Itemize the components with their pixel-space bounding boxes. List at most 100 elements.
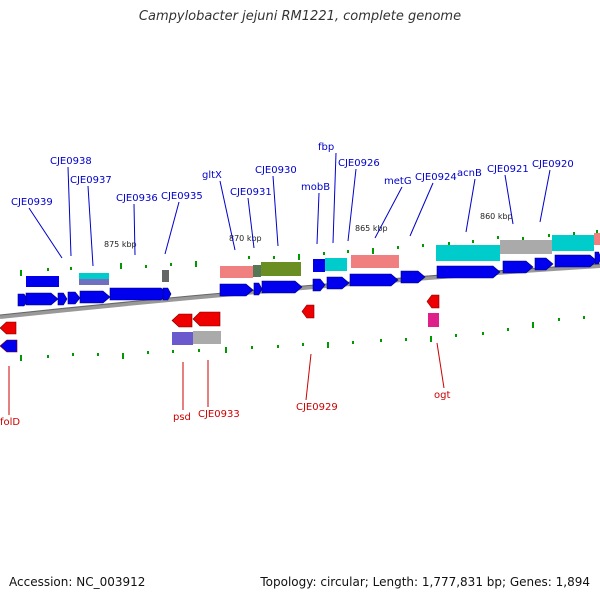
forward-cds [436,265,501,279]
gc-tick [248,256,250,259]
gene-label-gltx: gltX [202,170,222,181]
forward-cds [67,291,81,305]
leader-line-cje0924 [409,182,434,237]
gc-tick [70,267,72,270]
leader-line-cje0921 [504,174,514,225]
gc-tick [302,343,304,346]
gene-label-cje0937: CJE0937 [70,175,112,186]
gc-tick [277,345,279,348]
leader-line-cje0937 [87,185,94,267]
gene-label-cje0938: CJE0938 [50,156,92,167]
forward-cds [25,292,59,306]
rrna-feature [351,255,399,268]
trna-feature [325,258,347,271]
forward-cds [109,287,169,301]
gc-tick [20,355,22,361]
gc-tick [548,234,550,237]
gc-tick [558,318,560,321]
gc-tick [72,353,74,356]
kbp-tick-label: 860 kbp [480,212,513,221]
gene-label-cje0920: CJE0920 [532,159,574,170]
gc-tick [251,346,253,349]
gc-tick [372,248,374,254]
gc-tick [198,349,200,352]
forward-cds [57,292,68,306]
gene-label-fbp: fbp [318,142,334,153]
forward-cds [253,282,263,296]
leader-line-cje0920 [539,169,551,223]
gene-label-metg: metG [384,176,412,187]
gc-tick [347,250,349,253]
forward-cds [554,254,598,268]
trna-feature [79,273,109,279]
forward-cds-upper [313,259,325,272]
leader-line-cje0935 [164,201,180,255]
forward-cds [534,257,554,271]
gc-tick [225,347,227,353]
gc-tick [507,328,509,331]
gc-tick [405,338,407,341]
gc-tick [195,261,197,267]
gene-label-acnb: acnB [457,168,482,179]
leader-line-cje0931 [247,197,255,249]
olive-feature [261,262,301,276]
gc-tick [380,339,382,342]
gc-tick [20,270,22,276]
gc-tick [97,353,99,356]
gc-tick [532,322,534,328]
leader-line-fbp [332,152,337,244]
gene-label-cje0921: CJE0921 [487,164,529,175]
gc-tick [472,240,474,243]
gc-tick [323,252,325,255]
gray-feature [193,331,221,344]
forward-cds [594,251,600,265]
gene-label-cje0935: CJE0935 [161,191,203,202]
leader-line-metg [374,186,403,239]
forward-cds [502,260,534,274]
forward-cds [349,273,399,287]
forward-cds [261,280,303,294]
gc-tick [430,336,432,342]
gray-feature [253,265,261,277]
gc-tick [145,265,147,268]
gc-tick [397,246,399,249]
gc-tick [273,256,275,259]
gene-label-cje0931: CJE0931 [230,187,272,198]
gene-label-mobb: mobB [301,182,330,193]
forward-cds [79,290,111,304]
gc-tick [147,351,149,354]
leader-line-cje0938 [67,166,72,257]
leader-line-gltx [219,180,236,251]
magenta-feature [428,313,439,327]
leader-line-cje0929 [305,353,312,401]
gene-label-psd: psd [173,412,191,423]
cds-feature-shaded [79,279,109,285]
purple-feature [172,332,193,345]
gc-tick [170,263,172,266]
gc-tick [172,350,174,353]
trna-feature [552,235,594,251]
gene-label-cje0929: CJE0929 [296,402,338,413]
kbp-tick-label: 875 kbp [104,240,137,249]
leader-line-cje0936 [133,203,136,256]
leader-line-cje0939 [28,207,63,259]
genome-summary-text: Topology: circular; Length: 1,777,831 bp… [260,575,590,589]
forward-cds [400,270,426,284]
leader-line-acnb [465,178,476,233]
gc-tick [497,236,499,239]
leader-line-cje0926 [347,168,357,242]
gene-label-cje0936: CJE0936 [116,193,158,204]
reverse-cds [192,311,221,327]
gc-tick [327,342,329,348]
forward-cds [312,278,326,292]
reverse-cds [301,304,315,319]
gene-label-cje0933: CJE0933 [198,409,240,420]
gray-feature [162,270,169,282]
map-title: Campylobacter jejuni RM1221, complete ge… [138,9,462,24]
gc-tick [47,355,49,358]
gray-feature [500,240,552,254]
gene-label-fold: folD [0,417,20,428]
forward-cds [219,283,254,297]
gene-label-cje0939: CJE0939 [11,197,53,208]
